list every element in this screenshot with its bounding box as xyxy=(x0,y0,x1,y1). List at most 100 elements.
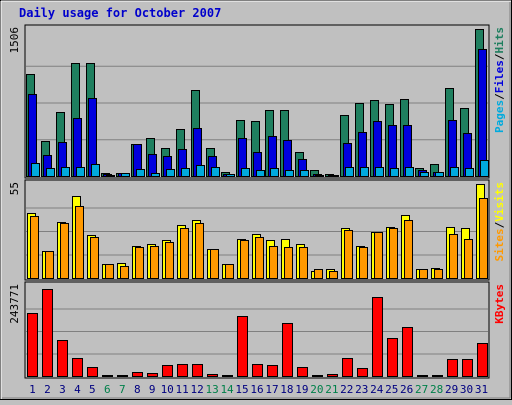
day-label-25: 25 xyxy=(385,383,398,396)
bar-kbytes-3 xyxy=(57,340,68,377)
axis-max-label-top: 1506 xyxy=(8,27,21,54)
bar-pages-24 xyxy=(375,167,384,177)
day-label-19: 19 xyxy=(295,383,308,396)
bar-sites-28 xyxy=(434,269,443,279)
bar-pages-23 xyxy=(360,167,369,177)
day-label-28: 28 xyxy=(430,383,443,396)
legend-separator: / xyxy=(493,93,506,100)
day-labels: 1 2 3 4 5 6 7 8 9 10 11 12 13 14 15 16 17 18 19 20 21 22 23 24 2… xyxy=(29,383,488,396)
bar-sites-17 xyxy=(269,246,278,279)
bar-sites-4 xyxy=(75,206,84,279)
bar-sites-27 xyxy=(419,269,428,279)
bar-pages-12 xyxy=(196,165,205,177)
bar-pages-16 xyxy=(256,170,265,177)
bar-pages-31 xyxy=(480,160,489,177)
bar-sites-18 xyxy=(284,247,293,279)
bar-sites-29 xyxy=(449,234,458,279)
bar-sites-20 xyxy=(314,269,323,279)
bar-pages-21 xyxy=(330,175,339,177)
bar-kbytes-30 xyxy=(462,359,473,377)
bar-sites-13 xyxy=(210,249,219,279)
bar-sites-8 xyxy=(135,247,144,279)
bar-kbytes-29 xyxy=(447,359,458,377)
bar-kbytes-31 xyxy=(477,343,488,377)
panel-middle: 55 Sites/Visits xyxy=(8,179,506,281)
bar-sites-25 xyxy=(389,228,398,279)
axis-max-label-bottom: 243771 xyxy=(8,284,21,324)
bar-sites-30 xyxy=(464,239,473,279)
series-legend-middle: Sites/Visits xyxy=(493,182,506,262)
bar-pages-10 xyxy=(166,169,175,177)
bar-sites-12 xyxy=(195,223,204,279)
axis-max-label-middle: 55 xyxy=(8,182,21,195)
bar-kbytes-16 xyxy=(252,364,263,377)
bar-kbytes-21 xyxy=(327,374,338,377)
legend-separator: / xyxy=(493,53,506,60)
bar-pages-11 xyxy=(181,168,190,177)
bar-kbytes-15 xyxy=(237,316,248,377)
bar-kbytes-2 xyxy=(42,289,53,377)
day-label-6: 6 xyxy=(104,383,111,396)
bar-sites-19 xyxy=(299,247,308,279)
day-label-7: 7 xyxy=(119,383,126,396)
bar-sites-23 xyxy=(359,247,368,279)
day-label-16: 16 xyxy=(250,383,263,396)
bar-kbytes-10 xyxy=(162,365,173,377)
bar-sites-24 xyxy=(374,232,383,279)
legend-files: Files xyxy=(493,60,506,93)
day-label-29: 29 xyxy=(445,383,458,396)
bar-kbytes-5 xyxy=(87,367,98,377)
bar-kbytes-26 xyxy=(402,327,413,377)
bar-kbytes-7 xyxy=(117,375,128,377)
bar-pages-13 xyxy=(211,167,220,177)
day-label-20: 20 xyxy=(310,383,323,396)
day-label-23: 23 xyxy=(355,383,368,396)
day-label-8: 8 xyxy=(134,383,141,396)
bar-kbytes-22 xyxy=(342,358,353,377)
bar-kbytes-20 xyxy=(312,375,323,377)
bar-sites-15 xyxy=(240,240,249,279)
bar-pages-17 xyxy=(270,168,279,177)
bar-sites-26 xyxy=(404,220,413,279)
bar-sites-16 xyxy=(255,237,264,279)
bar-sites-11 xyxy=(180,228,189,279)
day-label-21: 21 xyxy=(325,383,338,396)
day-label-31: 31 xyxy=(475,383,488,396)
bar-kbytes-12 xyxy=(192,364,203,377)
legend-sites: Sites xyxy=(493,228,506,261)
day-label-4: 4 xyxy=(74,383,81,396)
day-label-26: 26 xyxy=(400,383,413,396)
bar-sites-10 xyxy=(165,242,174,279)
day-label-10: 10 xyxy=(161,383,174,396)
bar-pages-7 xyxy=(121,173,130,177)
bar-sites-21 xyxy=(329,271,338,279)
panel-bottom: 243771 KBytes xyxy=(8,281,506,379)
bar-kbytes-23 xyxy=(357,368,368,377)
bar-sites-2 xyxy=(45,251,54,279)
bar-pages-4 xyxy=(76,167,85,177)
day-label-22: 22 xyxy=(340,383,353,396)
chart-title: Daily usage for October 2007 xyxy=(19,6,221,20)
bar-pages-8 xyxy=(136,169,145,177)
day-label-1: 1 xyxy=(29,383,36,396)
day-label-18: 18 xyxy=(280,383,293,396)
chart-panels: 1506 Pages/Files/Hits 55 Sites/Visits 243771… xyxy=(8,24,506,379)
bar-kbytes-8 xyxy=(132,372,143,377)
bar-pages-18 xyxy=(285,170,294,177)
bar-pages-25 xyxy=(390,168,399,177)
day-label-24: 24 xyxy=(370,383,384,396)
bar-pages-3 xyxy=(61,167,70,177)
bar-sites-14 xyxy=(225,264,234,279)
series-legend-top: Pages/Files/Hits xyxy=(493,27,506,133)
bar-kbytes-28 xyxy=(432,375,443,377)
day-label-13: 13 xyxy=(205,383,218,396)
bar-pages-6 xyxy=(106,175,115,177)
panel-top: 1506 Pages/Files/Hits xyxy=(8,24,506,179)
legend-kbytes: KBytes xyxy=(493,284,506,324)
bar-sites-1 xyxy=(30,216,39,279)
bar-kbytes-27 xyxy=(417,375,428,377)
legend-separator: / xyxy=(493,221,506,228)
day-label-12: 12 xyxy=(191,383,204,396)
day-label-27: 27 xyxy=(415,383,428,396)
